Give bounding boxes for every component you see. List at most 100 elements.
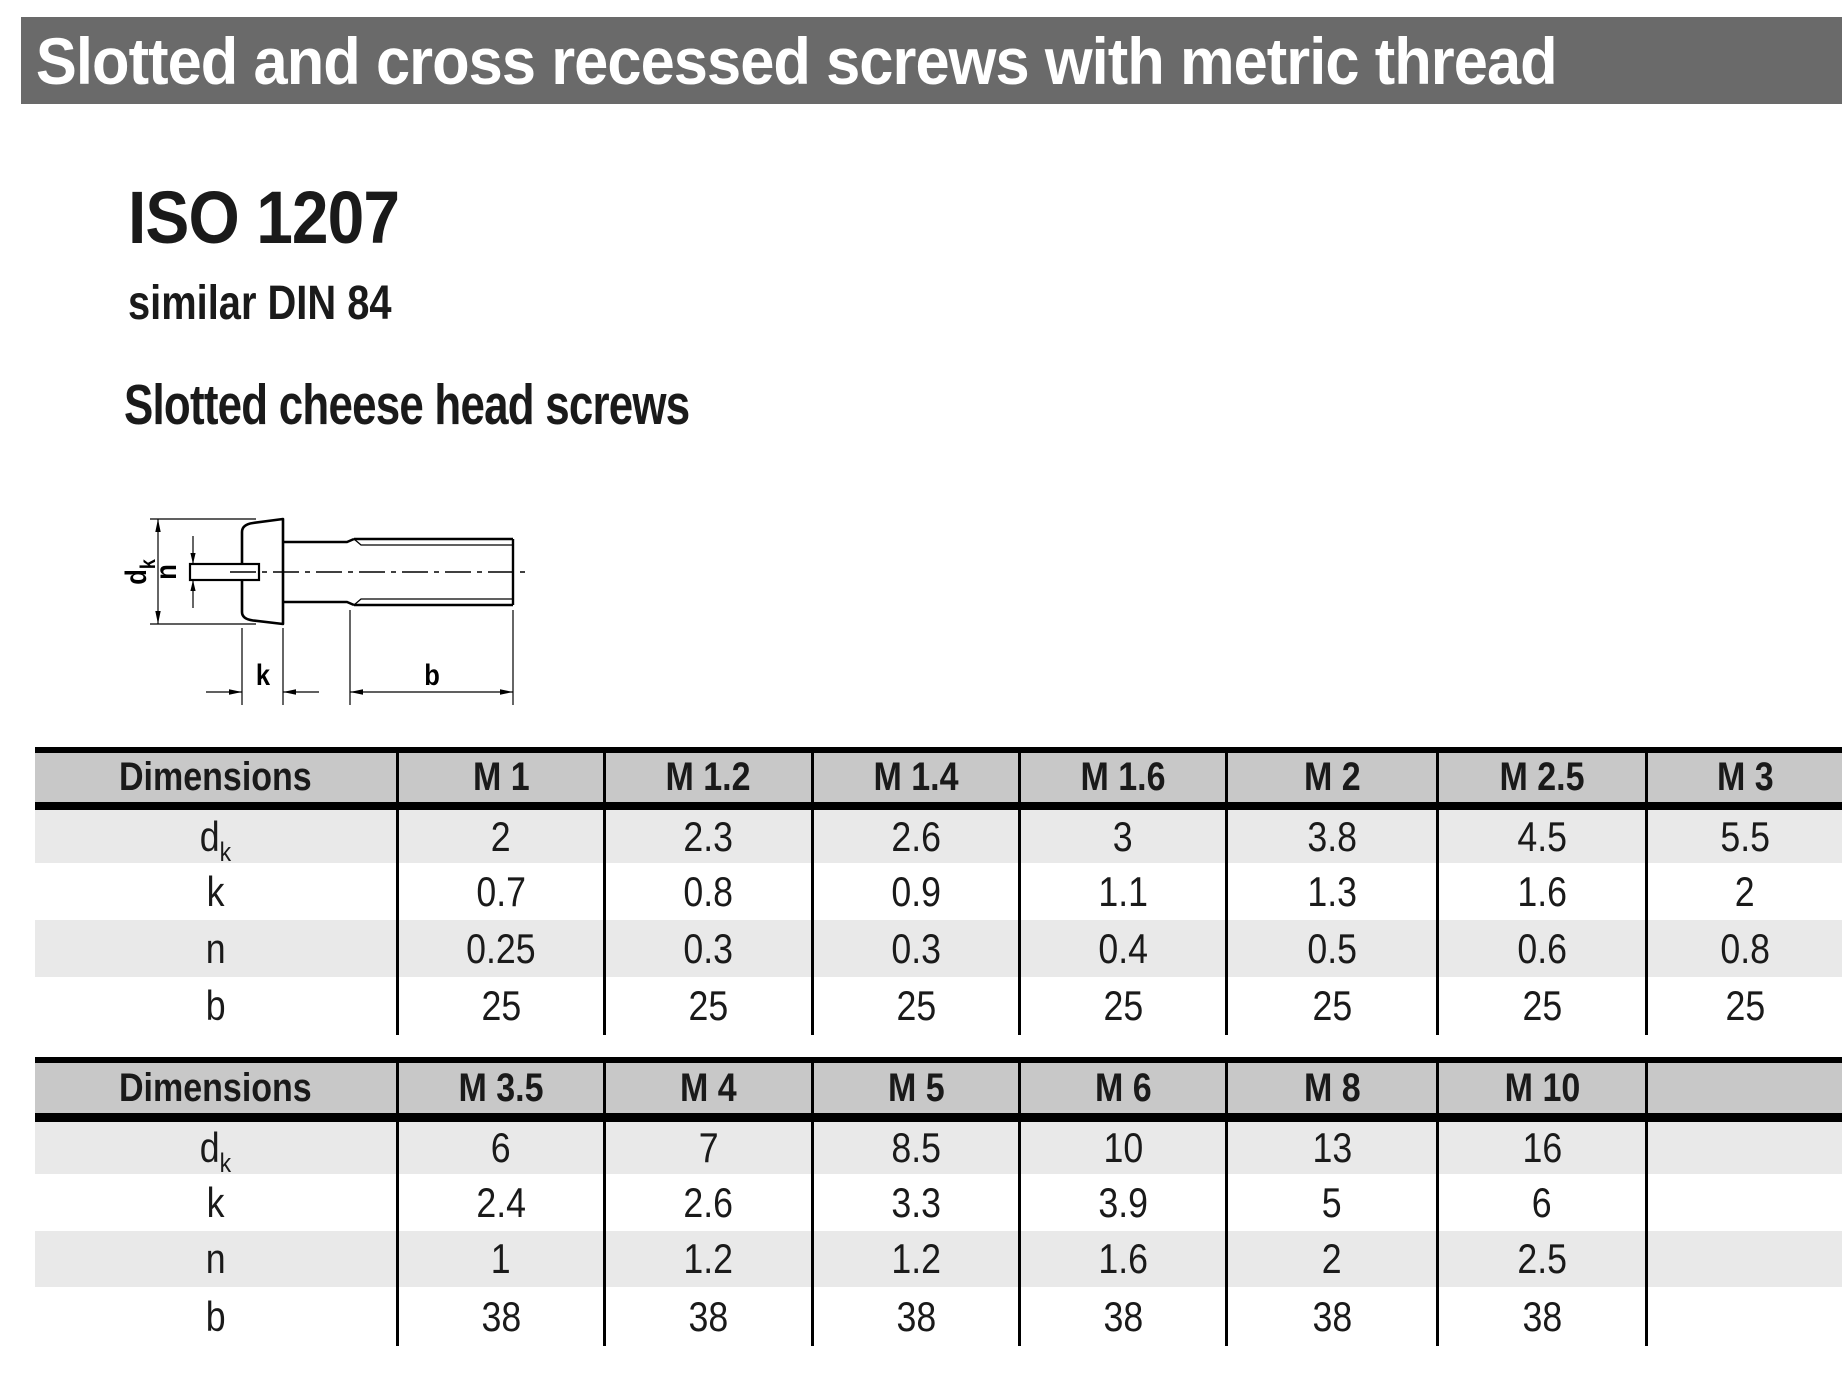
screw-drawing: dk n k b: [119, 517, 526, 705]
value-cell: 3.3: [811, 1174, 1018, 1231]
value-cell: 0.5: [1225, 920, 1436, 977]
table-header-separator: [35, 1113, 1842, 1122]
value-cell: 5.5: [1645, 810, 1842, 863]
value-cell: 3: [1018, 810, 1225, 863]
dimension-table-1: Dimensions M 1 M 1.2 M 1.4 M 1.6 M 2 M 2…: [35, 747, 1842, 1035]
value-cell: 6: [1436, 1174, 1645, 1231]
header-cell: M 1.2: [603, 753, 811, 802]
value-cell: 0.7: [396, 863, 603, 920]
value-cell: 1.6: [1018, 1231, 1225, 1287]
value-cell: [1645, 1287, 1842, 1346]
table-row-dk: dk 2 2.3 2.6 3 3.8 4.5 5.5: [35, 810, 1842, 863]
dimension-dk: dk: [119, 518, 256, 625]
table-row-n: n 0.25 0.3 0.3 0.4 0.5 0.6 0.8: [35, 920, 1842, 977]
value-cell: 0.3: [811, 920, 1018, 977]
row-label-cell: k: [206, 867, 225, 915]
header-cell: M 2: [1225, 753, 1436, 802]
value-cell: 5: [1225, 1174, 1436, 1231]
value-cell: 7: [603, 1122, 811, 1174]
value-cell: 8.5: [811, 1122, 1018, 1174]
table-border-top: [35, 1057, 1842, 1063]
table-row-k: k 0.7 0.8 0.9 1.1 1.3 1.6 2: [35, 863, 1842, 920]
dimension-b: b: [349, 610, 514, 705]
table-header-row: Dimensions M 3.5 M 4 M 5 M 6 M 8 M 10: [35, 1063, 1842, 1113]
value-cell: 25: [1018, 977, 1225, 1035]
value-cell: 2.3: [603, 810, 811, 863]
value-cell: 2: [1225, 1231, 1436, 1287]
value-cell: 0.8: [603, 863, 811, 920]
value-cell: 2.4: [396, 1174, 603, 1231]
row-label-cell: n: [205, 924, 226, 972]
value-cell: 1.3: [1225, 863, 1436, 920]
dimension-n: n: [149, 536, 196, 608]
header-cell: M 4: [603, 1063, 811, 1113]
row-label-cell: dk: [199, 812, 232, 864]
row-label-cell: k: [206, 1178, 225, 1226]
header-cell: M 5: [811, 1063, 1018, 1113]
header-cell: M 3.5: [396, 1063, 603, 1113]
n-label: n: [149, 564, 182, 580]
screw-drawing-figure: dk n k b: [100, 500, 550, 715]
value-cell: 25: [396, 977, 603, 1035]
standard-similar: similar DIN 84: [128, 277, 392, 330]
value-cell: 38: [603, 1287, 811, 1346]
value-cell: 0.25: [396, 920, 603, 977]
value-cell: 13: [1225, 1122, 1436, 1174]
page-title: Slotted and cross recessed screws with m…: [35, 23, 1558, 98]
header-cell: Dimensions: [119, 755, 312, 799]
value-cell: 10: [1018, 1122, 1225, 1174]
header-cell: M 1.4: [811, 753, 1018, 802]
row-label-cell: b: [205, 1292, 226, 1340]
dk-label: dk: [119, 559, 160, 585]
table-border-top: [35, 747, 1842, 753]
value-cell: [1645, 1174, 1842, 1231]
header-cell: M 10: [1436, 1063, 1645, 1113]
dimension-table-2: Dimensions M 3.5 M 4 M 5 M 6 M 8 M 10 dk…: [35, 1057, 1842, 1346]
value-cell: 1.6: [1436, 863, 1645, 920]
table-row-b: b 38 38 38 38 38 38: [35, 1287, 1842, 1346]
value-cell: 38: [396, 1287, 603, 1346]
header-cell: M 1.6: [1018, 753, 1225, 802]
section-subtitle: Slotted cheese head screws: [124, 373, 690, 437]
value-cell: [1645, 1231, 1842, 1287]
value-cell: [1645, 1122, 1842, 1174]
header-cell: M 2.5: [1436, 753, 1645, 802]
row-label-cell: dk: [199, 1124, 232, 1174]
value-cell: 38: [811, 1287, 1018, 1346]
value-cell: 25: [811, 977, 1018, 1035]
row-label-cell: n: [205, 1235, 226, 1282]
value-cell: 38: [1018, 1287, 1225, 1346]
value-cell: 4.5: [1436, 810, 1645, 863]
value-cell: 25: [1436, 977, 1645, 1035]
title-bar: Slotted and cross recessed screws with m…: [21, 17, 1842, 104]
header-cell: M 1: [396, 753, 603, 802]
table-header-row: Dimensions M 1 M 1.2 M 1.4 M 1.6 M 2 M 2…: [35, 753, 1842, 802]
value-cell: 0.4: [1018, 920, 1225, 977]
value-cell: 1: [396, 1231, 603, 1287]
table-row-b: b 25 25 25 25 25 25 25: [35, 977, 1842, 1035]
header-cell: [1645, 1063, 1842, 1113]
row-label-cell: b: [205, 982, 226, 1029]
value-cell: 0.9: [811, 863, 1018, 920]
screw-shank: [283, 537, 355, 607]
b-label: b: [424, 658, 440, 691]
value-cell: 3.8: [1225, 810, 1436, 863]
screw-slot: [188, 562, 261, 582]
dimension-k: k: [206, 628, 319, 705]
table-header-separator: [35, 802, 1842, 810]
value-cell: 16: [1436, 1122, 1645, 1174]
header-cell: Dimensions: [119, 1065, 312, 1110]
value-cell: 1.2: [811, 1231, 1018, 1287]
value-cell: 38: [1436, 1287, 1645, 1346]
value-cell: 6: [396, 1122, 603, 1174]
value-cell: 3.9: [1018, 1174, 1225, 1231]
table-row-k: k 2.4 2.6 3.3 3.9 5 6: [35, 1174, 1842, 1231]
header-cell: M 8: [1225, 1063, 1436, 1113]
value-cell: 25: [603, 977, 811, 1035]
value-cell: 38: [1225, 1287, 1436, 1346]
value-cell: 0.6: [1436, 920, 1645, 977]
value-cell: 25: [1225, 977, 1436, 1035]
value-cell: 1.1: [1018, 863, 1225, 920]
standard-title: ISO 1207: [128, 176, 400, 259]
header-cell: M 6: [1018, 1063, 1225, 1113]
